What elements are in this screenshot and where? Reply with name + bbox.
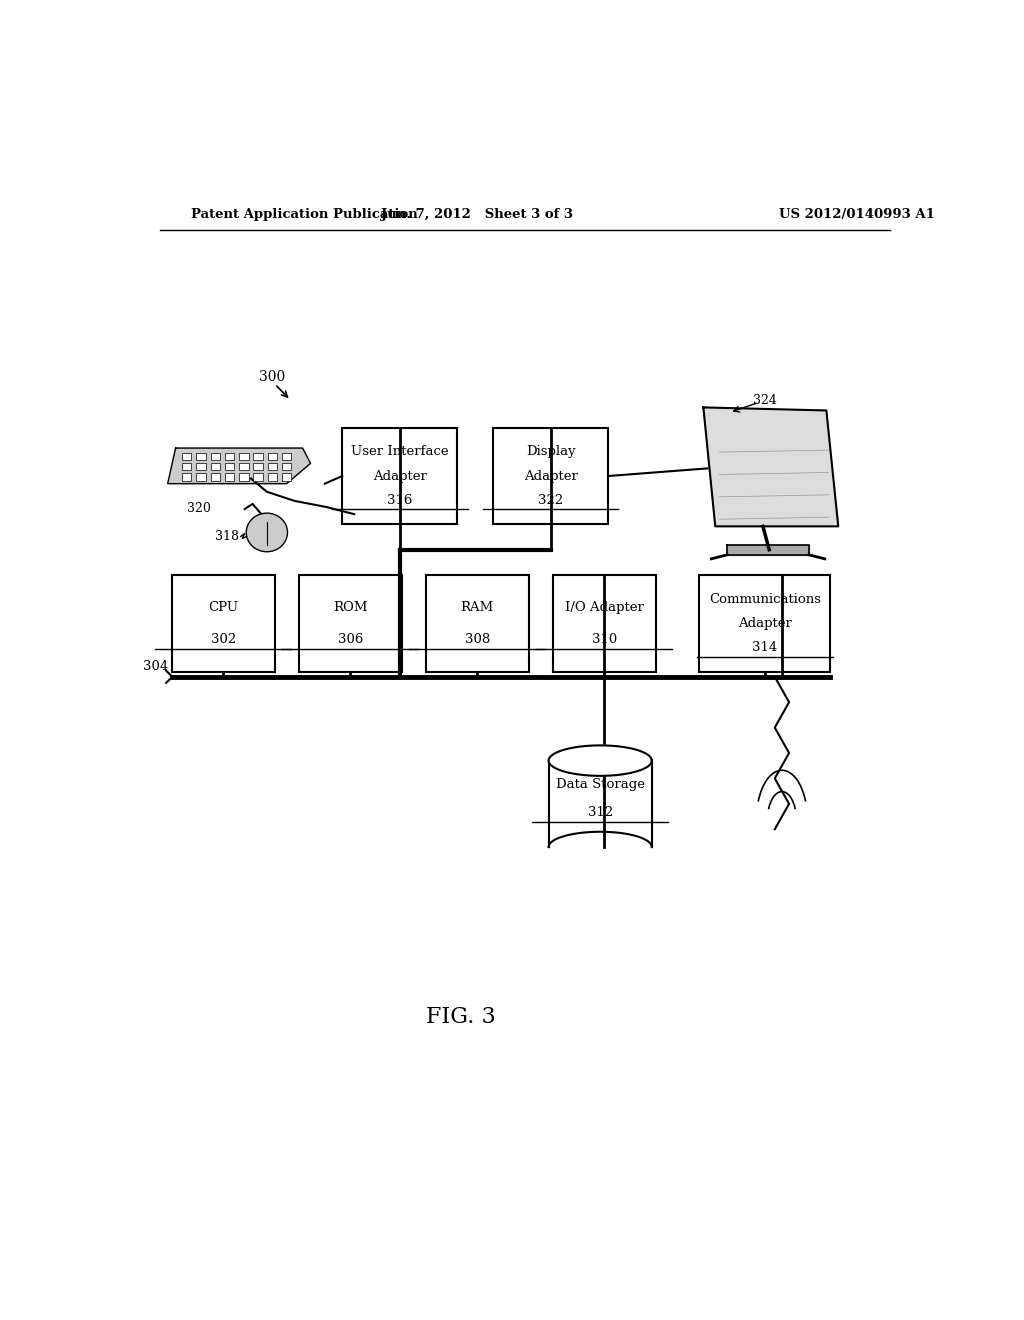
Text: 306: 306	[338, 634, 362, 645]
Bar	[225, 453, 234, 461]
Bar	[240, 463, 249, 470]
Text: 308: 308	[465, 634, 489, 645]
Bar	[342, 428, 458, 524]
Bar	[182, 453, 191, 461]
Text: Jun. 7, 2012   Sheet 3 of 3: Jun. 7, 2012 Sheet 3 of 3	[381, 207, 573, 220]
Bar	[426, 576, 528, 672]
Text: 304: 304	[143, 660, 168, 673]
Bar	[240, 453, 249, 461]
Text: 312: 312	[588, 807, 612, 820]
Text: Adapter: Adapter	[523, 470, 578, 483]
Bar	[197, 474, 206, 480]
Polygon shape	[168, 447, 310, 483]
Text: 316: 316	[387, 494, 413, 507]
Text: 322: 322	[538, 494, 563, 507]
Text: US 2012/0140993 A1: US 2012/0140993 A1	[778, 207, 935, 220]
Text: Data Storage: Data Storage	[556, 777, 645, 791]
Bar	[225, 463, 234, 470]
Text: 302: 302	[211, 634, 236, 645]
Bar	[267, 474, 278, 480]
Text: Patent Application Publication: Patent Application Publication	[191, 207, 418, 220]
Polygon shape	[703, 408, 839, 527]
Bar	[225, 474, 234, 480]
Bar	[699, 576, 830, 672]
Text: User Interface: User Interface	[351, 445, 449, 458]
Bar	[494, 428, 608, 524]
Ellipse shape	[246, 513, 288, 552]
Text: Adapter: Adapter	[738, 616, 792, 630]
Text: CPU: CPU	[208, 601, 239, 614]
Bar	[211, 474, 220, 480]
Text: 324: 324	[754, 393, 777, 407]
Bar	[182, 474, 191, 480]
Bar	[197, 453, 206, 461]
Bar	[211, 463, 220, 470]
Text: 320: 320	[187, 502, 211, 515]
Polygon shape	[549, 746, 651, 776]
Text: I/O Adapter: I/O Adapter	[564, 601, 644, 614]
Text: Communications: Communications	[709, 593, 821, 606]
Bar	[172, 576, 274, 672]
Bar	[211, 453, 220, 461]
Text: RAM: RAM	[461, 601, 494, 614]
Text: 314: 314	[753, 642, 777, 653]
Bar	[282, 463, 292, 470]
Text: ROM: ROM	[333, 601, 368, 614]
Bar	[240, 474, 249, 480]
Bar	[253, 474, 263, 480]
Text: 310: 310	[592, 634, 616, 645]
Bar	[299, 576, 401, 672]
Bar	[253, 453, 263, 461]
Bar	[253, 463, 263, 470]
Text: Display: Display	[525, 445, 575, 458]
Polygon shape	[727, 545, 809, 554]
Text: Adapter: Adapter	[373, 470, 427, 483]
Bar	[267, 453, 278, 461]
Bar	[197, 463, 206, 470]
Bar	[549, 760, 652, 847]
Bar	[282, 453, 292, 461]
Bar	[282, 474, 292, 480]
Bar	[553, 576, 655, 672]
Text: FIG. 3: FIG. 3	[426, 1006, 497, 1028]
Text: 318: 318	[215, 531, 240, 543]
Bar	[267, 463, 278, 470]
Text: 300: 300	[259, 370, 286, 384]
Bar	[182, 463, 191, 470]
